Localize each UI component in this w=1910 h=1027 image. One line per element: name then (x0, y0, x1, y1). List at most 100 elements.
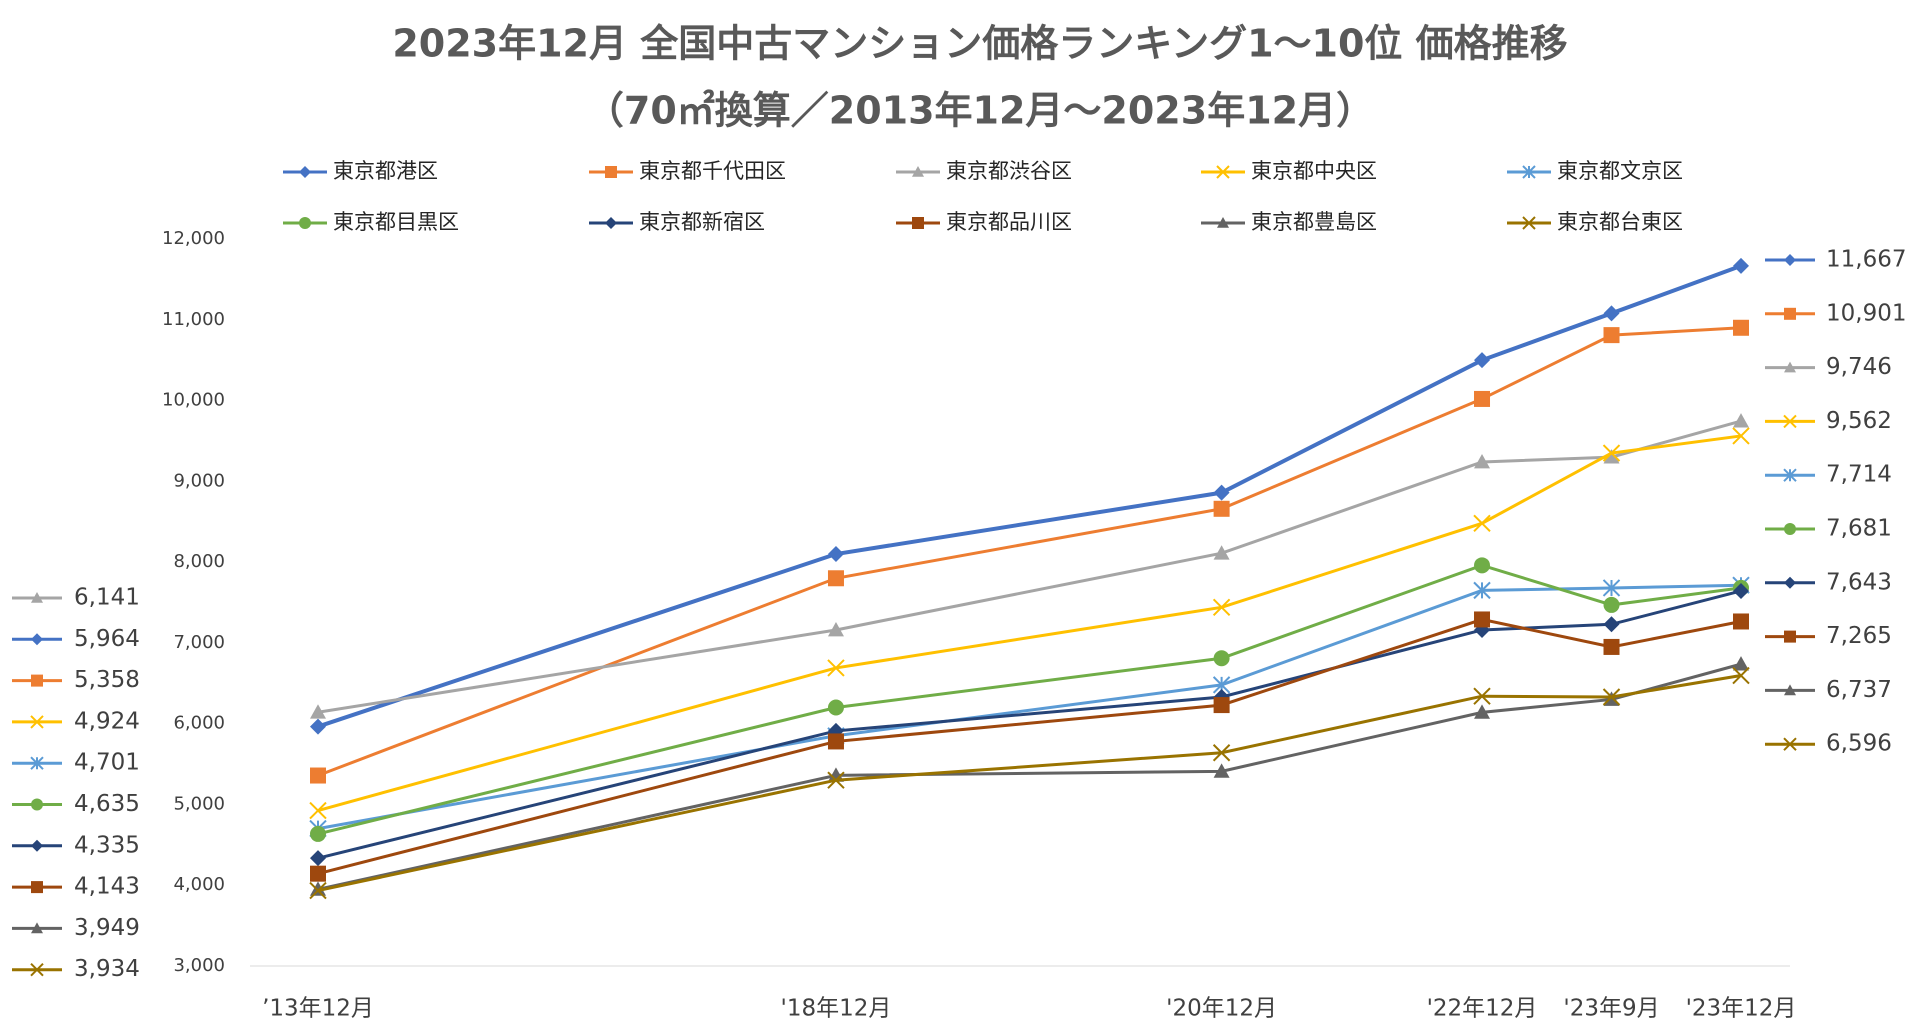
data-point (827, 767, 844, 782)
value-label-marker (30, 962, 44, 977)
data-point (1474, 704, 1491, 719)
data-point (827, 733, 844, 750)
legend-label: 東京都台東区 (1557, 210, 1683, 234)
legend-label: 東京都渋谷区 (946, 159, 1072, 183)
value-label: 4,701 (74, 750, 140, 776)
data-point (1733, 656, 1749, 671)
x-tick-label: '23年12月 (1686, 996, 1797, 1022)
y-tick-label: 12,000 (162, 228, 225, 249)
value-label-marker (31, 633, 43, 646)
value-label: 11,667 (1826, 247, 1906, 273)
data-point (310, 850, 326, 867)
value-label-marker (1783, 414, 1797, 429)
legend-marker (912, 166, 924, 177)
x-tick-label: ’13年12月 (262, 996, 374, 1022)
value-label-marker (31, 839, 43, 852)
x-tick-label: '22年12月 (1427, 996, 1538, 1022)
legend-marker (1217, 217, 1229, 228)
y-tick-label: 8,000 (173, 551, 225, 572)
data-point (827, 771, 845, 789)
y-tick-label: 4,000 (173, 874, 225, 895)
value-label-marker (1784, 523, 1796, 535)
data-point (1733, 582, 1749, 599)
value-label-marker (31, 592, 43, 603)
data-point (1212, 744, 1231, 762)
data-point (1732, 666, 1750, 685)
data-point (827, 699, 844, 716)
data-point (309, 801, 327, 820)
value-label: 10,901 (1826, 300, 1906, 326)
series-line (317, 434, 1742, 813)
series-line (317, 674, 1742, 893)
legend-marker (605, 166, 617, 178)
data-point (309, 881, 327, 900)
value-label-marker (1783, 737, 1797, 751)
value-label: 5,964 (74, 626, 140, 652)
chart-subtitle: （70㎡換算／2013年12月～2023年12月） (586, 89, 1374, 133)
data-point (1733, 319, 1749, 336)
value-label: 9,562 (1826, 408, 1892, 434)
data-point (310, 718, 326, 735)
value-label: 7,265 (1826, 623, 1892, 649)
value-label: 6,737 (1826, 677, 1892, 703)
y-tick-label: 10,000 (162, 390, 225, 411)
legend-label: 東京都千代田区 (639, 159, 786, 183)
data-point (1603, 638, 1620, 655)
data-point (1473, 581, 1491, 600)
data-point (1212, 598, 1231, 617)
data-point (1213, 484, 1230, 501)
legend-marker (912, 217, 924, 229)
series-line (317, 264, 1742, 729)
legend-label: 東京都中央区 (1251, 159, 1377, 183)
legend-label: 東京都品川区 (946, 210, 1072, 234)
x-tick-label: '18年12月 (781, 996, 892, 1022)
data-point (1473, 687, 1491, 705)
data-point (1213, 545, 1230, 560)
data-point (827, 621, 844, 637)
value-label-marker (1783, 468, 1797, 482)
data-point (827, 570, 844, 587)
value-label-marker (1784, 630, 1796, 643)
data-point (1733, 413, 1749, 428)
data-point (310, 825, 326, 842)
x-tick-label: '23年9月 (1563, 996, 1659, 1022)
legend-label: 東京都新宿区 (639, 210, 765, 234)
y-tick-label: 9,000 (173, 470, 225, 491)
chart-title: 2023年12月 全国中古マンション価格ランキング1～10位 価格推移 (392, 22, 1567, 66)
value-label: 6,596 (1826, 731, 1892, 757)
value-label: 4,924 (74, 708, 140, 734)
y-tick-label: 3,000 (173, 955, 225, 976)
data-point (1733, 613, 1749, 630)
series-line (317, 617, 1742, 876)
data-point (310, 881, 326, 896)
series-line (317, 563, 1742, 836)
series-line (317, 419, 1742, 714)
value-label-marker (30, 715, 44, 729)
data-point (827, 659, 845, 677)
series-line (317, 326, 1742, 777)
y-tick-label: 6,000 (173, 713, 225, 734)
data-point (1213, 650, 1230, 667)
value-label-marker (1784, 576, 1796, 589)
value-label: 9,746 (1826, 354, 1892, 380)
data-point (1473, 514, 1491, 533)
legend-label: 東京都文京区 (1557, 159, 1683, 183)
value-label-marker (30, 756, 44, 770)
value-label: 7,681 (1826, 516, 1892, 542)
legend-marker (1522, 216, 1536, 230)
value-label: 3,949 (74, 915, 140, 941)
y-tick-label: 5,000 (173, 793, 225, 814)
x-tick-label: '20年12月 (1166, 996, 1277, 1022)
legend-marker (1216, 165, 1230, 179)
value-label: 5,358 (74, 667, 140, 693)
value-label: 7,714 (1826, 462, 1892, 488)
value-label-marker (1784, 684, 1796, 696)
data-point (1213, 500, 1230, 517)
data-point (1602, 579, 1621, 597)
value-label: 4,143 (74, 874, 140, 900)
data-point (1603, 596, 1620, 613)
legend-marker (299, 166, 311, 178)
value-label-marker (31, 798, 43, 811)
